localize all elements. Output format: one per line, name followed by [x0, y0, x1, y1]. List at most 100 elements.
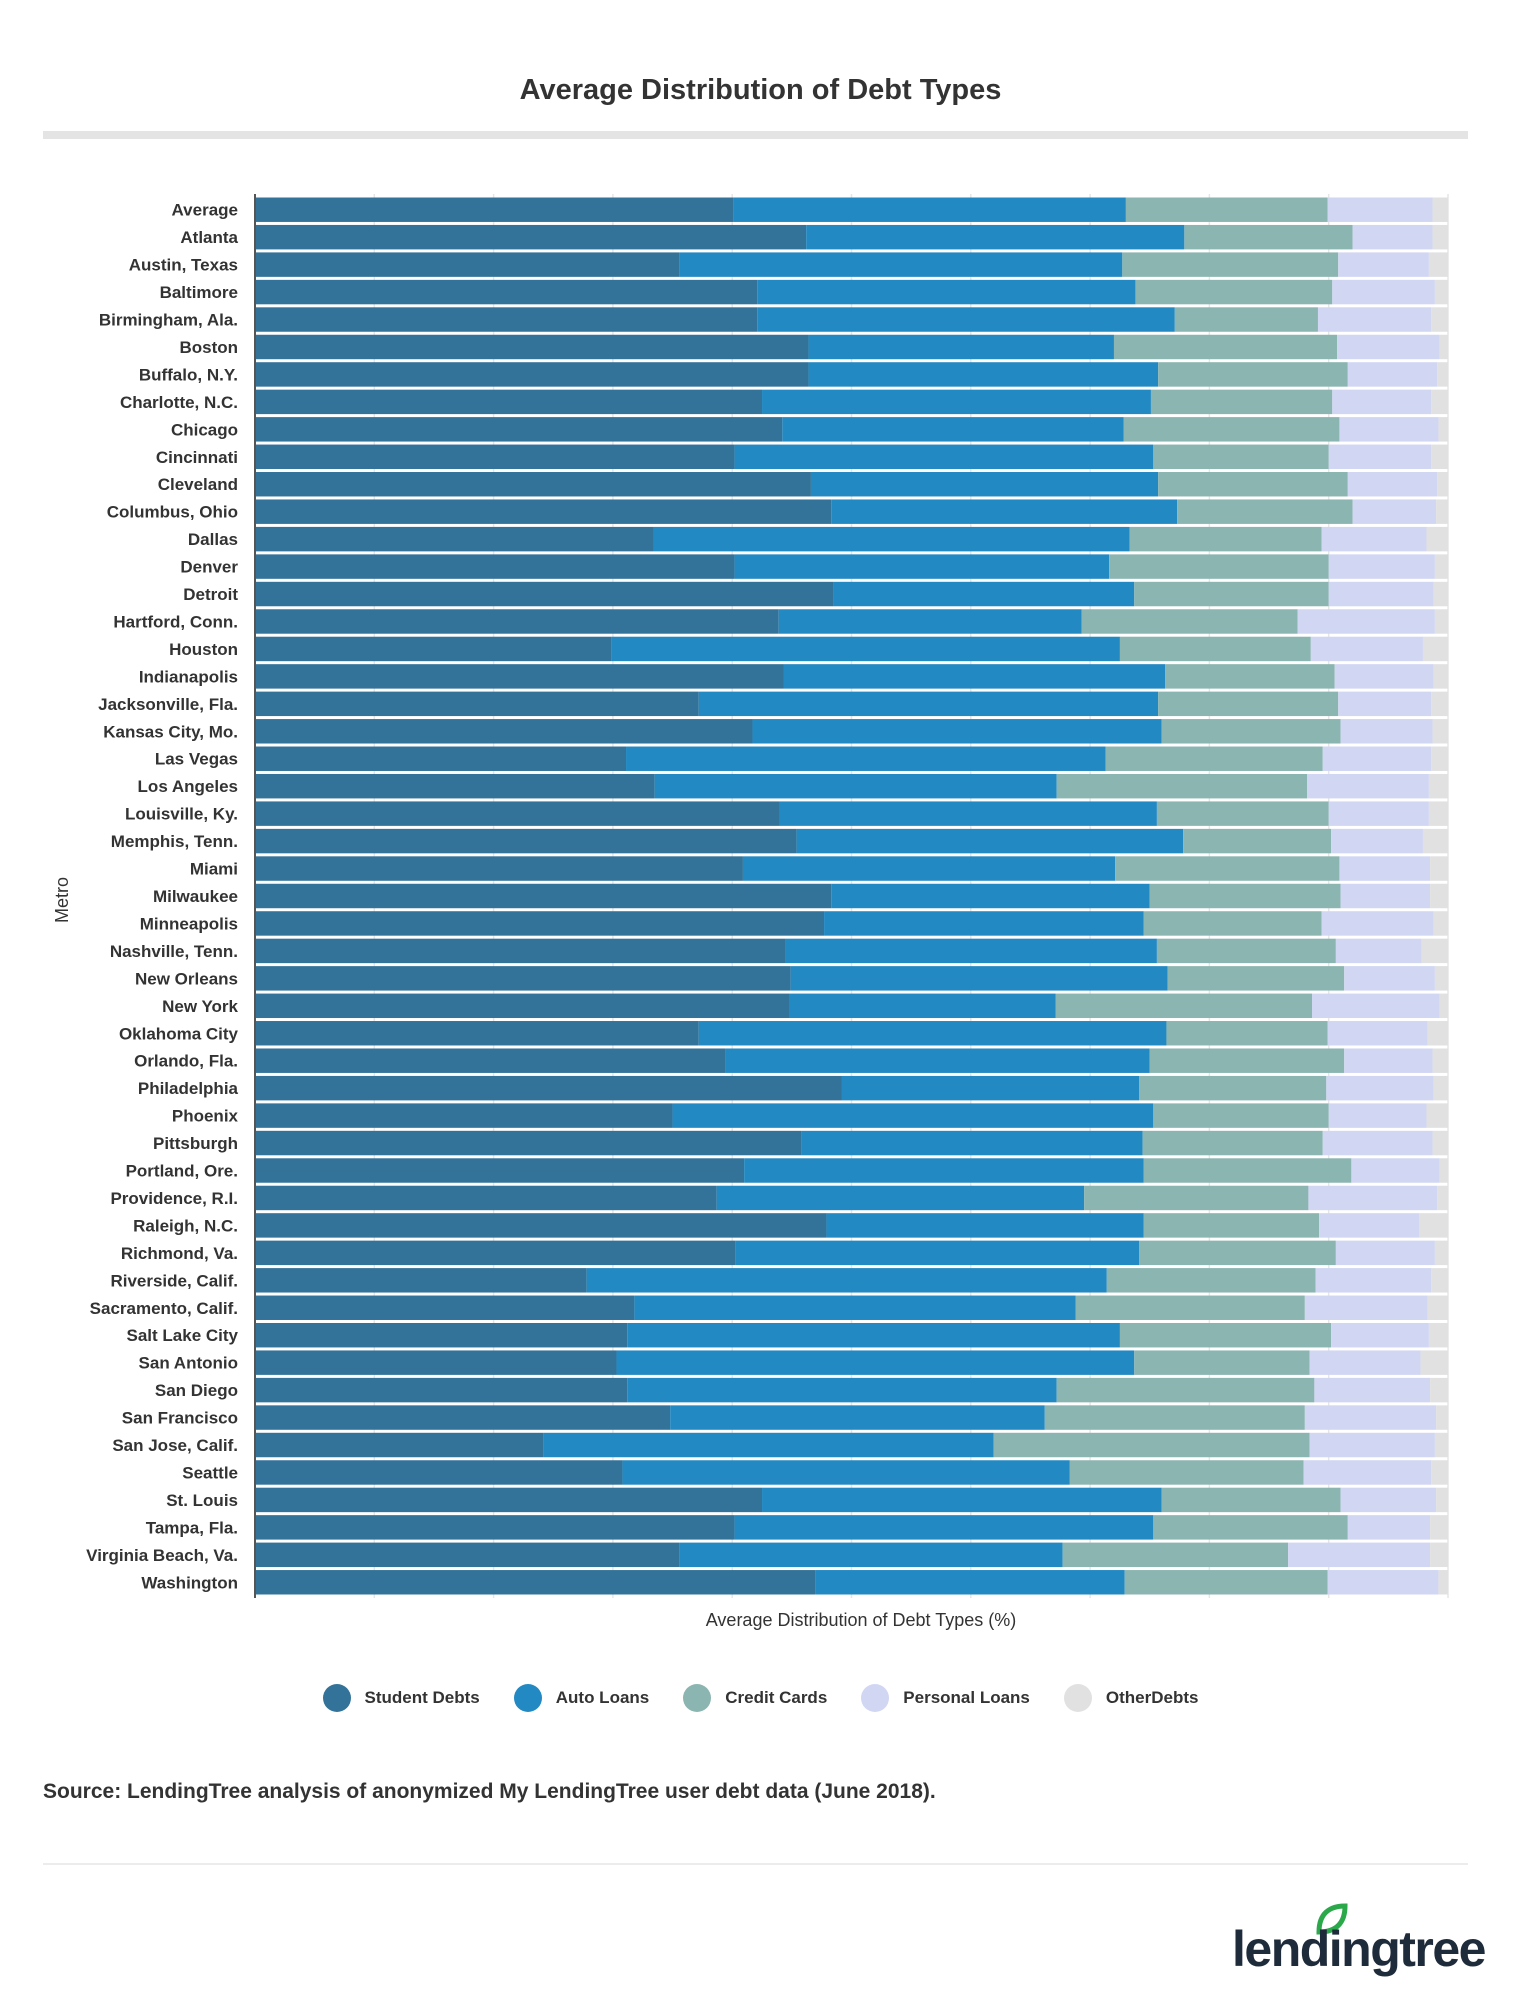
y-tick-label: Miami [190, 860, 238, 879]
bar-segment-personal-loans [1347, 472, 1438, 497]
y-tick-label: Average [172, 201, 238, 220]
bar-segment-otherdebts [1434, 279, 1448, 305]
bar-segment-credit-cards [1149, 883, 1341, 909]
legend-swatch [322, 1684, 351, 1712]
bar-segment-otherdebts [1430, 1542, 1448, 1568]
bar-segment-student-debts [255, 1432, 544, 1458]
y-tick-label: New Orleans [135, 969, 238, 988]
bar-segment-personal-loans [1351, 1158, 1440, 1183]
bar-segment-student-debts [255, 581, 834, 607]
bar-segment-student-debts [255, 1515, 735, 1540]
bar-segment-auto-loans [785, 938, 1157, 964]
bar-segment-personal-loans [1331, 828, 1423, 854]
legend-item[interactable]: OtherDebts [1063, 1684, 1198, 1712]
bar-segment-credit-cards [1129, 526, 1322, 552]
bar-segment-personal-loans [1327, 1021, 1428, 1046]
bar-segment-personal-loans [1322, 1130, 1433, 1156]
title-divider [43, 131, 1468, 139]
bar-segment-auto-loans [744, 1158, 1144, 1183]
bar-segment-otherdebts [1432, 197, 1448, 222]
y-tick-label: St. Louis [166, 1491, 238, 1510]
bar-segment-otherdebts [1431, 691, 1448, 717]
bar-segment-auto-loans [824, 911, 1144, 936]
bar-segment-personal-loans [1340, 1487, 1437, 1513]
bar-segment-otherdebts [1428, 252, 1448, 277]
bar-segment-auto-loans [790, 966, 1168, 991]
bar-segment-credit-cards [1081, 609, 1298, 634]
bar-segment-personal-loans [1310, 636, 1423, 662]
bar-segment-credit-cards [1184, 224, 1353, 250]
bar-segment-student-debts [255, 966, 791, 991]
bar-segment-personal-loans [1321, 911, 1434, 936]
bar-segment-credit-cards [1119, 636, 1311, 662]
bar-segment-credit-cards [1062, 1542, 1289, 1568]
legend-item[interactable]: Personal Loans [861, 1684, 1030, 1712]
y-tick-label: San Diego [155, 1381, 238, 1400]
bar-segment-auto-loans [734, 444, 1154, 470]
y-tick-label: Nashville, Tenn. [110, 942, 238, 961]
bar-segment-personal-loans [1347, 1515, 1431, 1540]
bar-segment-personal-loans [1321, 526, 1427, 552]
bar-segment-credit-cards [1156, 938, 1336, 964]
y-tick-label: Louisville, Ky. [125, 805, 238, 824]
bar-segment-personal-loans [1297, 609, 1435, 634]
bar-segment-student-debts [255, 1542, 680, 1568]
y-tick-label: Charlotte, N.C. [120, 393, 238, 412]
bar-segment-personal-loans [1347, 362, 1438, 387]
bar-segment-auto-loans [806, 224, 1185, 250]
y-tick-label: Houston [169, 640, 238, 659]
x-axis-title: Average Distribution of Debt Types (%) [706, 1610, 1016, 1630]
stacked-bar-chart: Average Atlanta Austin, Texas Baltimore Birm… [52, 194, 1449, 1630]
bar-segment-otherdebts [1428, 773, 1448, 799]
y-tick-label: San Jose, Calif. [112, 1436, 238, 1455]
y-tick-label: Boston [179, 338, 238, 357]
bar-segment-otherdebts [1436, 499, 1448, 524]
bar-segment-student-debts [255, 883, 832, 909]
legend: Student Debts Auto Loans Credit Cards Perso… [0, 1684, 1521, 1712]
bar-segment-student-debts [255, 1570, 816, 1595]
bar-segment-credit-cards [1156, 801, 1329, 826]
bar-segment-credit-cards [1135, 279, 1333, 305]
bar-segment-personal-loans [1307, 773, 1429, 799]
bar-segment-personal-loans [1328, 1103, 1427, 1128]
bar-segment-credit-cards [1069, 1460, 1304, 1485]
bar-segment-auto-loans [679, 1542, 1063, 1568]
bar-segment-auto-loans [611, 636, 1120, 662]
bar-segment-otherdebts [1439, 1158, 1448, 1183]
bar-segment-auto-loans [757, 307, 1175, 332]
y-tick-label: Orlando, Fla. [134, 1052, 238, 1071]
bar-segment-personal-loans [1352, 499, 1437, 524]
bar-segment-personal-loans [1326, 1075, 1434, 1101]
bar-segment-student-debts [255, 993, 790, 1019]
bar-segment-credit-cards [1153, 1103, 1329, 1128]
bar-segment-credit-cards [1161, 1487, 1341, 1513]
legend-label: Student Debts [364, 1688, 480, 1707]
bar-segment-auto-loans [735, 1240, 1140, 1266]
bar-segment-auto-loans [782, 417, 1124, 442]
bar-segment-auto-loans [833, 581, 1135, 607]
bar-segment-personal-loans [1328, 801, 1429, 826]
legend-item[interactable]: Auto Loans [513, 1684, 649, 1712]
bar-segment-student-debts [255, 636, 612, 662]
y-tick-label: Cincinnati [156, 448, 238, 467]
bar-segment-auto-loans [815, 1570, 1125, 1595]
bar-segment-credit-cards [1139, 1240, 1336, 1266]
y-tick-label: New York [162, 997, 238, 1016]
bar-segment-personal-loans [1328, 581, 1434, 607]
bar-segment-otherdebts [1430, 883, 1448, 909]
bar-segment-student-debts [255, 499, 832, 524]
bar-segment-personal-loans [1288, 1542, 1431, 1568]
y-tick-label: Jacksonville, Fla. [98, 695, 238, 714]
bar-segment-auto-loans [670, 1405, 1045, 1430]
bar-segment-credit-cards [1134, 581, 1329, 607]
bar-segment-otherdebts [1434, 966, 1448, 991]
bar-segment-personal-loans [1314, 1377, 1431, 1403]
bar-segment-personal-loans [1308, 1185, 1438, 1211]
y-tick-label: Memphis, Tenn. [111, 832, 238, 851]
bar-segment-otherdebts [1439, 334, 1448, 360]
legend-item[interactable]: Credit Cards [683, 1684, 827, 1712]
y-tick-label: Seattle [182, 1463, 238, 1482]
bar-segment-personal-loans [1340, 719, 1433, 744]
legend-item[interactable]: Student Debts [322, 1684, 480, 1712]
y-tick-label: Oklahoma City [119, 1024, 239, 1043]
